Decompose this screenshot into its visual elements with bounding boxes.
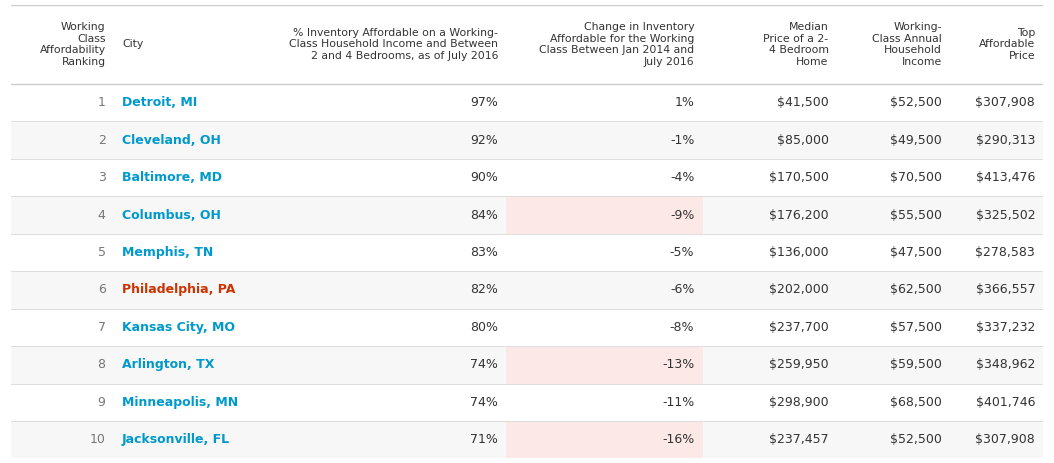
Text: 7: 7 xyxy=(98,321,105,334)
Text: $176,200: $176,200 xyxy=(769,208,828,222)
Text: $52,500: $52,500 xyxy=(891,433,942,446)
Text: $62,500: $62,500 xyxy=(891,283,942,296)
Text: 4: 4 xyxy=(98,208,105,222)
Text: Working
Class
Affordability
Ranking: Working Class Affordability Ranking xyxy=(39,22,105,67)
Text: $237,457: $237,457 xyxy=(769,433,828,446)
Text: $170,500: $170,500 xyxy=(768,171,828,184)
Text: $68,500: $68,500 xyxy=(891,396,942,409)
Text: -13%: -13% xyxy=(662,358,695,371)
FancyBboxPatch shape xyxy=(11,5,1043,84)
Text: 90%: 90% xyxy=(470,171,499,184)
Text: 80%: 80% xyxy=(470,321,499,334)
Text: Jacksonville, FL: Jacksonville, FL xyxy=(122,433,230,446)
FancyBboxPatch shape xyxy=(11,159,1043,196)
Text: -11%: -11% xyxy=(662,396,695,409)
Text: 6: 6 xyxy=(98,283,105,296)
Text: $413,476: $413,476 xyxy=(976,171,1035,184)
FancyBboxPatch shape xyxy=(506,346,703,383)
Text: 1: 1 xyxy=(98,96,105,109)
Text: Columbus, OH: Columbus, OH xyxy=(122,208,221,222)
FancyBboxPatch shape xyxy=(506,196,703,234)
Text: $52,500: $52,500 xyxy=(891,96,942,109)
Text: Arlington, TX: Arlington, TX xyxy=(122,358,214,371)
Text: 97%: 97% xyxy=(470,96,499,109)
Text: 84%: 84% xyxy=(470,208,499,222)
Text: $202,000: $202,000 xyxy=(768,283,828,296)
Text: Minneapolis, MN: Minneapolis, MN xyxy=(122,396,238,409)
Text: $55,500: $55,500 xyxy=(891,208,942,222)
Text: Median
Price of a 2-
4 Bedroom
Home: Median Price of a 2- 4 Bedroom Home xyxy=(763,22,828,67)
Text: -9%: -9% xyxy=(670,208,695,222)
Text: $278,583: $278,583 xyxy=(975,246,1035,259)
Text: Memphis, TN: Memphis, TN xyxy=(122,246,213,259)
Text: -6%: -6% xyxy=(670,283,695,296)
Text: 82%: 82% xyxy=(470,283,499,296)
Text: $47,500: $47,500 xyxy=(891,246,942,259)
Text: -8%: -8% xyxy=(670,321,695,334)
Text: 10: 10 xyxy=(90,433,105,446)
Text: 74%: 74% xyxy=(470,358,499,371)
FancyBboxPatch shape xyxy=(11,84,1043,121)
FancyBboxPatch shape xyxy=(11,271,1043,309)
Text: 92%: 92% xyxy=(470,134,499,147)
Text: Cleveland, OH: Cleveland, OH xyxy=(122,134,221,147)
Text: -4%: -4% xyxy=(670,171,695,184)
Text: Detroit, MI: Detroit, MI xyxy=(122,96,197,109)
Text: $290,313: $290,313 xyxy=(976,134,1035,147)
FancyBboxPatch shape xyxy=(11,234,1043,271)
Text: 83%: 83% xyxy=(470,246,499,259)
Text: 9: 9 xyxy=(98,396,105,409)
Text: Philadelphia, PA: Philadelphia, PA xyxy=(122,283,235,296)
Text: 3: 3 xyxy=(98,171,105,184)
Text: Kansas City, MO: Kansas City, MO xyxy=(122,321,235,334)
Text: % Inventory Affordable on a Working-
Class Household Income and Between
2 and 4 : % Inventory Affordable on a Working- Cla… xyxy=(289,28,499,61)
Text: $307,908: $307,908 xyxy=(975,433,1035,446)
Text: $70,500: $70,500 xyxy=(891,171,942,184)
FancyBboxPatch shape xyxy=(11,421,1043,458)
Text: $57,500: $57,500 xyxy=(891,321,942,334)
Text: $348,962: $348,962 xyxy=(976,358,1035,371)
Text: 8: 8 xyxy=(98,358,105,371)
Text: $401,746: $401,746 xyxy=(976,396,1035,409)
Text: $237,700: $237,700 xyxy=(768,321,828,334)
FancyBboxPatch shape xyxy=(11,196,1043,234)
FancyBboxPatch shape xyxy=(11,309,1043,346)
Text: $59,500: $59,500 xyxy=(891,358,942,371)
Text: $325,502: $325,502 xyxy=(976,208,1035,222)
Text: City: City xyxy=(122,39,143,50)
Text: $366,557: $366,557 xyxy=(976,283,1035,296)
Text: 74%: 74% xyxy=(470,396,499,409)
FancyBboxPatch shape xyxy=(11,121,1043,159)
FancyBboxPatch shape xyxy=(11,383,1043,421)
Text: 5: 5 xyxy=(98,246,105,259)
Text: Working-
Class Annual
Household
Income: Working- Class Annual Household Income xyxy=(873,22,942,67)
Text: $49,500: $49,500 xyxy=(891,134,942,147)
Text: Top
Affordable
Price: Top Affordable Price xyxy=(979,28,1035,61)
Text: Change in Inventory
Affordable for the Working
Class Between Jan 2014 and
July 2: Change in Inventory Affordable for the W… xyxy=(540,22,695,67)
FancyBboxPatch shape xyxy=(506,421,703,458)
Text: $337,232: $337,232 xyxy=(976,321,1035,334)
Text: -16%: -16% xyxy=(662,433,695,446)
Text: 71%: 71% xyxy=(470,433,499,446)
FancyBboxPatch shape xyxy=(11,346,1043,383)
Text: -5%: -5% xyxy=(670,246,695,259)
Text: $259,950: $259,950 xyxy=(769,358,828,371)
Text: $136,000: $136,000 xyxy=(769,246,828,259)
Text: $298,900: $298,900 xyxy=(769,396,828,409)
Text: $85,000: $85,000 xyxy=(777,134,828,147)
Text: -1%: -1% xyxy=(670,134,695,147)
Text: 1%: 1% xyxy=(675,96,695,109)
Text: Baltimore, MD: Baltimore, MD xyxy=(122,171,222,184)
Text: $41,500: $41,500 xyxy=(777,96,828,109)
Text: $307,908: $307,908 xyxy=(975,96,1035,109)
Text: 2: 2 xyxy=(98,134,105,147)
